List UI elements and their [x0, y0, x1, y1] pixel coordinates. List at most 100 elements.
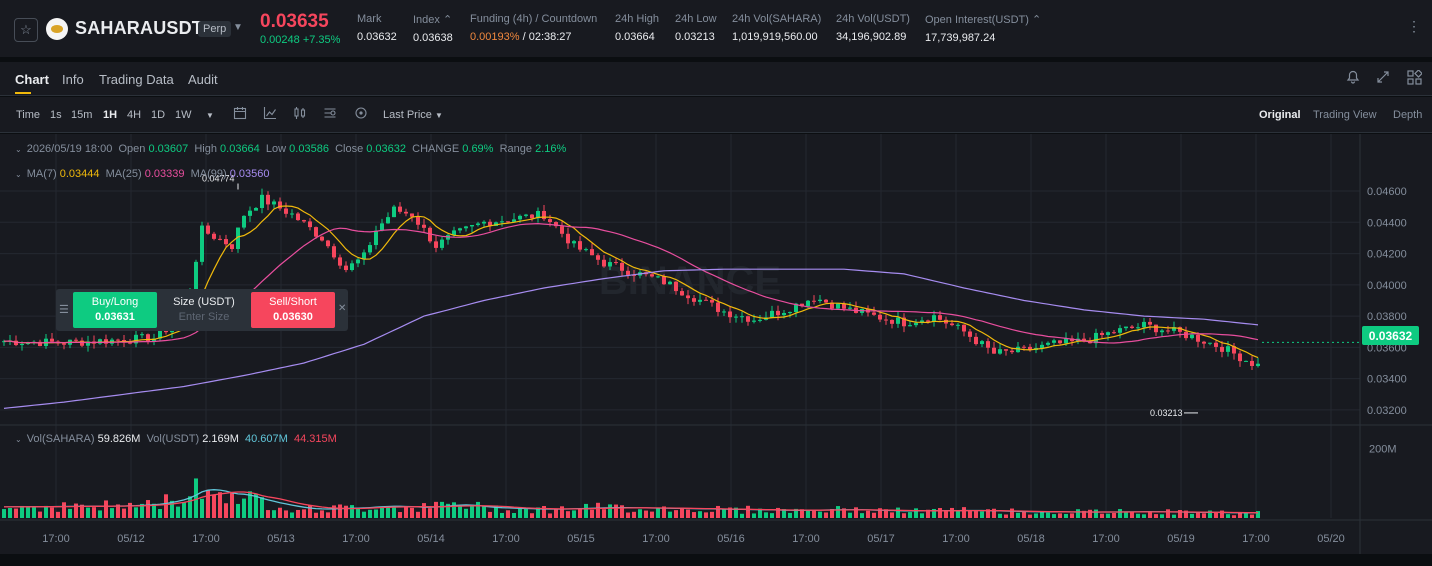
tab-audit[interactable]: Audit	[188, 72, 218, 87]
volume-bar	[1172, 514, 1176, 518]
candle-body	[236, 227, 240, 249]
interval-time[interactable]: Time	[16, 109, 41, 121]
stat-index[interactable]: Index ⌃ 0.03638	[413, 13, 453, 44]
tab-info[interactable]: Info	[62, 72, 84, 87]
candle-body	[974, 336, 978, 345]
target-icon[interactable]	[354, 106, 368, 123]
volume-bar	[218, 492, 222, 518]
candle-body	[614, 262, 618, 264]
candle-body	[506, 221, 510, 223]
volume-bar	[818, 511, 822, 518]
candle-body	[746, 316, 750, 322]
sahara-coin-icon	[46, 18, 68, 40]
size-input[interactable]: Size (USDT) Enter Size	[159, 292, 249, 328]
symbol-name[interactable]: SAHARAUSDT	[75, 18, 203, 38]
settings-lines-icon[interactable]	[323, 106, 337, 123]
footer-strip	[0, 554, 1432, 566]
candle-body	[200, 225, 204, 262]
volume-bar	[554, 508, 558, 518]
volume-bar	[836, 506, 840, 518]
price-chart[interactable]: 0.04600 0.04400 0.04200 0.04000 0.03800 0.036…	[0, 134, 1432, 554]
candle-body	[674, 281, 678, 292]
interval-1s[interactable]: 1s	[50, 109, 62, 121]
candle-body	[494, 222, 498, 226]
candle-body	[602, 259, 606, 267]
chevron-down-icon[interactable]: ⌄	[15, 145, 22, 154]
close-icon[interactable]: ✕	[338, 303, 347, 314]
vol-usdt-value: 2.169M	[202, 433, 239, 445]
candle-body	[536, 210, 540, 219]
time-tick-label: 17:00	[642, 533, 670, 545]
candle-type-icon[interactable]	[293, 106, 307, 123]
interval-1h[interactable]: 1H	[103, 109, 118, 121]
candle-body	[1178, 327, 1182, 332]
volume-bar	[878, 508, 882, 518]
volume-bar	[248, 491, 252, 518]
interval-1d[interactable]: 1D	[151, 109, 166, 121]
price-type-select[interactable]: Last Price ▼	[383, 109, 443, 121]
volume-bar	[1094, 509, 1098, 518]
candle-body	[524, 214, 528, 216]
interval-4h[interactable]: 4H	[127, 109, 142, 121]
layout-grid-icon[interactable]	[1407, 69, 1423, 88]
candle-body	[590, 249, 594, 256]
volume-bar	[194, 478, 198, 518]
candle-body	[1016, 346, 1020, 353]
candle-body	[470, 224, 474, 227]
interval-15m[interactable]: 15m	[71, 109, 93, 121]
volume-bar	[386, 507, 390, 518]
ma7-value: 0.03444	[59, 168, 100, 180]
calendar-icon[interactable]	[233, 106, 247, 123]
chevron-down-icon[interactable]: ⌄	[15, 170, 22, 179]
volume-tick-label: 200M	[1369, 444, 1397, 456]
fullscreen-icon[interactable]	[1376, 70, 1390, 87]
volume-bar	[158, 509, 162, 518]
view-trading-view[interactable]: Trading View	[1313, 109, 1377, 121]
tab-chart[interactable]: Chart	[15, 72, 49, 87]
volume-bar	[578, 509, 582, 518]
legend-range-label: Range	[499, 143, 533, 155]
volume-bar	[140, 503, 144, 518]
candle-body	[962, 324, 966, 332]
candle-body	[350, 263, 354, 271]
bell-icon[interactable]	[1346, 70, 1360, 87]
candle-body	[758, 319, 762, 321]
view-depth[interactable]: Depth	[1393, 109, 1423, 121]
candle-body	[1256, 363, 1260, 366]
volume-bar	[398, 512, 402, 518]
stat-value: 0.00193% / 02:38:27	[470, 31, 597, 43]
candle-body	[380, 223, 384, 231]
candle-body	[1124, 326, 1128, 329]
candle-body	[1118, 328, 1122, 333]
volume-bar	[848, 512, 852, 518]
ma7-label: MA(7)	[26, 168, 57, 180]
indicator-icon[interactable]	[263, 106, 277, 123]
tab-trading-data[interactable]: Trading Data	[99, 72, 174, 87]
volume-bar	[566, 511, 570, 518]
more-options-icon[interactable]: ⋮	[1407, 18, 1422, 34]
size-placeholder: Enter Size	[178, 311, 230, 323]
price-type-label: Last Price	[383, 109, 432, 121]
interval-dropdown-icon[interactable]: ▼	[206, 111, 214, 120]
stat-open-interest[interactable]: Open Interest(USDT) ⌃ 17,739,987.24	[925, 13, 1041, 44]
chevron-down-icon[interactable]: ⌄	[15, 435, 22, 444]
volume-bar	[212, 494, 216, 518]
buy-long-button[interactable]: Buy/Long 0.03631	[73, 292, 157, 328]
price-tick-label: 0.04200	[1367, 249, 1407, 261]
volume-bar	[314, 512, 318, 518]
view-original[interactable]: Original	[1259, 109, 1301, 121]
chevron-down-icon[interactable]: ▼	[233, 22, 243, 33]
favorite-star-icon[interactable]: ☆	[14, 18, 38, 42]
volume-bar	[104, 500, 108, 518]
interval-1w[interactable]: 1W	[175, 109, 192, 121]
drag-handle-icon[interactable]: ☰	[59, 304, 69, 316]
volume-bar	[1100, 513, 1104, 518]
candle-body	[1220, 346, 1224, 352]
candlestick-chart[interactable]: 0.04600 0.04400 0.04200 0.04000 0.03800 0.036…	[0, 134, 1432, 554]
sell-short-button[interactable]: Sell/Short 0.03630	[251, 292, 335, 328]
volume-bar	[974, 511, 978, 518]
volume-bar	[842, 508, 846, 518]
legend-close-label: Close	[335, 143, 364, 155]
candle-body	[794, 303, 798, 313]
candle-body	[908, 325, 912, 327]
